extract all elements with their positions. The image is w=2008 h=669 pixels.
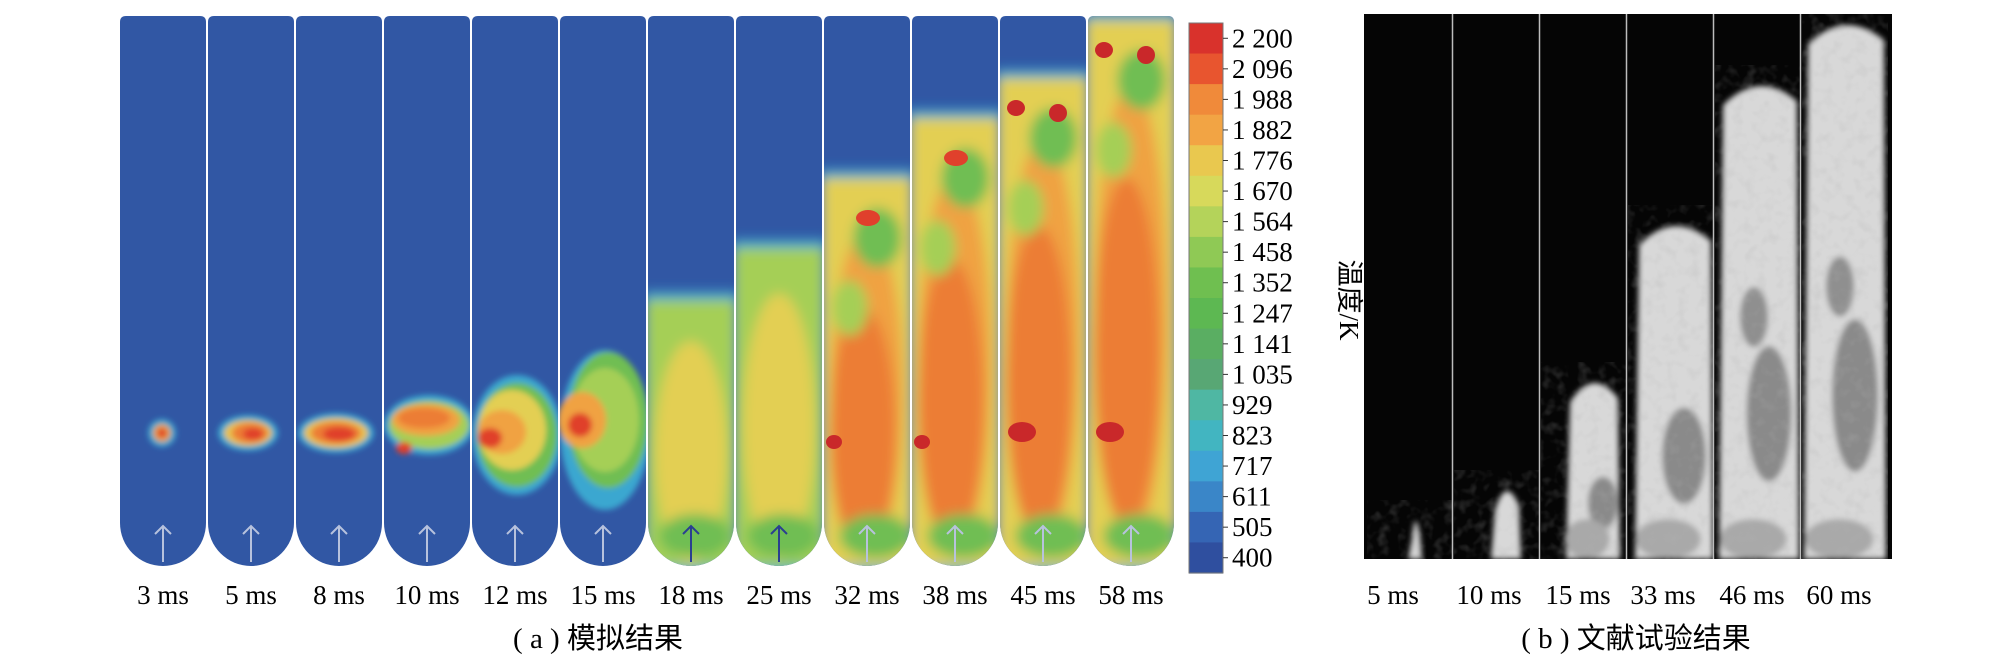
colorbar-tick-label: 717 [1232, 451, 1273, 481]
colorbar-band [1189, 145, 1223, 177]
colorbar-tick-label: 400 [1232, 543, 1273, 573]
colorbar-tick-label: 929 [1232, 390, 1273, 420]
colorbar-band [1189, 114, 1223, 146]
experiment-frame [1628, 205, 1714, 559]
experiment-frame-label: 33 ms [1630, 580, 1695, 610]
experiment-frame [1367, 500, 1453, 559]
colorbar-band [1189, 298, 1223, 330]
colorbar-tick-label: 823 [1232, 421, 1273, 451]
colorbar-band [1189, 359, 1223, 391]
simulation-frame-label: 18 ms [658, 580, 723, 610]
experiment-frame-labels: 5 ms 10 ms 15 ms 33 ms 46 ms 60 ms [1367, 580, 1872, 610]
colorbar-tick-label: 1 670 [1232, 176, 1293, 206]
colorbar-band [1189, 481, 1223, 513]
colorbar-tick-label: 1 988 [1232, 84, 1293, 114]
experiment-frame-label: 60 ms [1806, 580, 1871, 610]
simulation-frame [912, 16, 998, 566]
colorbar-band [1189, 420, 1223, 452]
experiment-frame-label: 15 ms [1545, 580, 1610, 610]
simulation-frame-labels: 3 ms 5 ms 8 ms 10 ms 12 ms 15 ms 18 ms 25 ms 32 … [137, 580, 1164, 610]
experiment-frame-label: 10 ms [1456, 580, 1521, 610]
caption-a: ( a ) 模拟结果 [513, 622, 683, 655]
simulation-frame [736, 16, 822, 566]
simulation-frame-label: 45 ms [1010, 580, 1075, 610]
colorbar-tick-label: 1 035 [1232, 359, 1293, 389]
simulation-frame [296, 16, 382, 566]
colorbar-tick-label: 2 096 [1232, 54, 1293, 84]
simulation-frame-label: 25 ms [746, 580, 811, 610]
colorbar-band [1189, 175, 1223, 207]
simulation-frame-label: 3 ms [137, 580, 189, 610]
colorbar-tick-label: 1 776 [1232, 146, 1293, 176]
colorbar-tick-label: 2 200 [1232, 23, 1293, 53]
simulation-frame-label: 12 ms [482, 580, 547, 610]
simulation-frame-label: 5 ms [225, 580, 277, 610]
colorbar-band [1189, 23, 1223, 55]
colorbar-tick-label: 1 564 [1232, 207, 1293, 237]
simulation-frame [472, 16, 558, 566]
caption-b: ( b ) 文献试验结果 [1521, 622, 1751, 655]
colorbar-title: 温度/K [1334, 260, 1364, 342]
simulation-frame-label: 32 ms [834, 580, 899, 610]
colorbar-band [1189, 328, 1223, 360]
colorbar-band [1189, 84, 1223, 116]
simulation-frame-label: 38 ms [922, 580, 987, 610]
simulation-frame-label: 15 ms [570, 580, 635, 610]
colorbar-tick-label: 505 [1232, 512, 1273, 542]
experiment-frame [1454, 470, 1540, 559]
colorbar-band [1189, 389, 1223, 421]
experiment-panel [1364, 14, 1892, 559]
experiment-frame-label: 5 ms [1367, 580, 1419, 610]
simulation-frame [560, 16, 646, 566]
colorbar-band [1189, 511, 1223, 544]
colorbar-tick-label: 1 141 [1232, 329, 1293, 359]
simulation-panel [120, 16, 1174, 566]
colorbar-tick-label: 1 247 [1232, 298, 1293, 328]
experiment-frame [1541, 362, 1627, 559]
colorbar-band [1189, 267, 1223, 299]
colorbar-band [1189, 450, 1223, 482]
colorbar-band [1189, 53, 1223, 85]
colorbar-band [1189, 236, 1223, 269]
simulation-frame [1088, 16, 1174, 566]
simulation-frame-label: 8 ms [313, 580, 365, 610]
colorbar-tick-label: 611 [1232, 482, 1272, 512]
simulation-frame [824, 16, 910, 566]
simulation-frame [1000, 16, 1086, 566]
simulation-frame [648, 16, 734, 566]
experiment-frame-label: 46 ms [1719, 580, 1784, 610]
colorbar-band [1189, 542, 1223, 574]
colorbar-tick-label: 1 458 [1232, 237, 1293, 267]
colorbar-tick-label: 1 882 [1232, 115, 1293, 145]
simulation-frame [384, 16, 470, 566]
simulation-frame-label: 10 ms [394, 580, 459, 610]
colorbar-band [1189, 206, 1223, 238]
simulation-frame [120, 16, 206, 566]
colorbar-tick-label: 1 352 [1232, 268, 1293, 298]
experiment-frame [1802, 14, 1888, 559]
simulation-frame-label: 58 ms [1098, 580, 1163, 610]
simulation-frame [208, 16, 294, 566]
experiment-frame [1715, 65, 1801, 559]
